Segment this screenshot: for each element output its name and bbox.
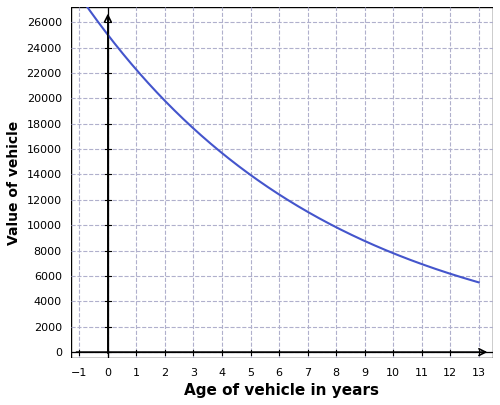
X-axis label: Age of vehicle in years: Age of vehicle in years (184, 383, 380, 398)
Y-axis label: Value of vehicle: Value of vehicle (7, 121, 21, 245)
